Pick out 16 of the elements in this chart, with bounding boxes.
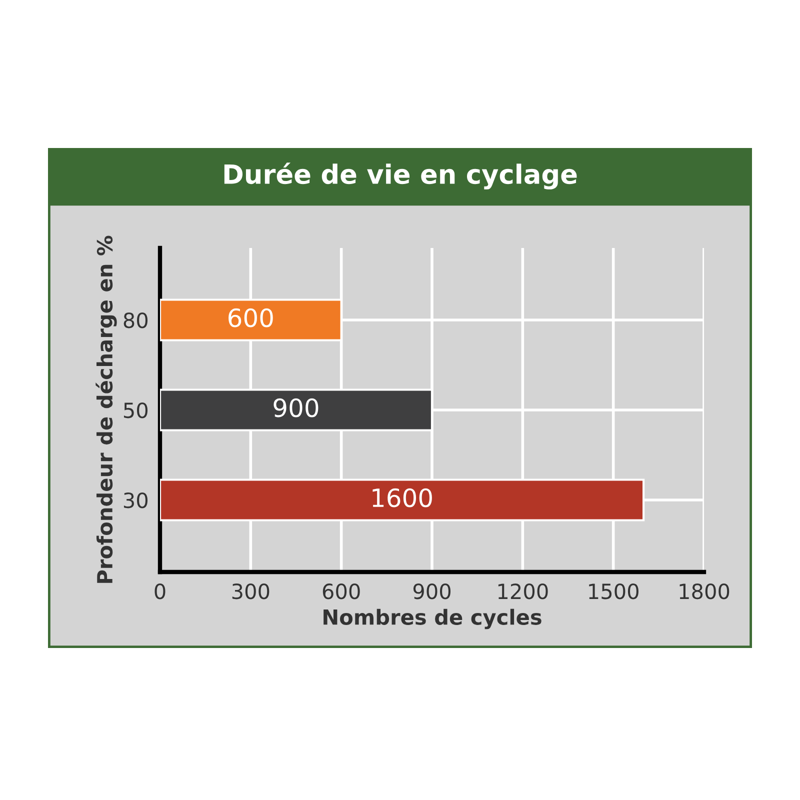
x-tick-label: 1800 bbox=[680, 583, 730, 600]
x-tick-label: 1200 bbox=[498, 583, 548, 600]
y-axis-title: Profondeur de décharge en % bbox=[96, 236, 117, 583]
y-tick-label: 30 bbox=[124, 492, 148, 508]
data-label: 900 bbox=[274, 398, 318, 418]
x-axis-title: Nombres de cycles bbox=[324, 608, 542, 630]
x-tick-label: 0 bbox=[154, 583, 166, 600]
x-tick-label: 1500 bbox=[589, 583, 638, 600]
x-tick-label: 600 bbox=[322, 583, 360, 600]
data-label: 600 bbox=[228, 308, 273, 328]
y-tick-label: 80 bbox=[124, 312, 148, 328]
y-tick-label: 50 bbox=[124, 402, 148, 418]
data-label: 1600 bbox=[372, 488, 432, 508]
chart-title: Durée de vie en cyclage bbox=[224, 162, 577, 190]
x-tick-label: 300 bbox=[232, 583, 270, 600]
x-tick-label: 900 bbox=[413, 583, 450, 600]
